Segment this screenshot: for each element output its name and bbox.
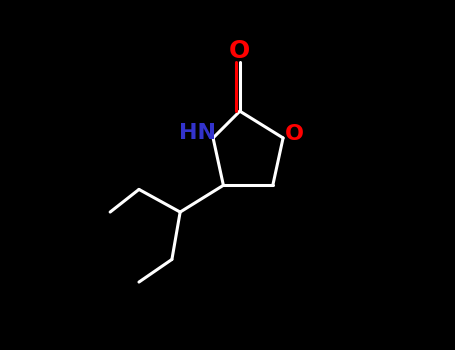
Text: O: O (229, 40, 251, 63)
Text: O: O (285, 124, 304, 144)
Text: HN: HN (179, 123, 216, 143)
